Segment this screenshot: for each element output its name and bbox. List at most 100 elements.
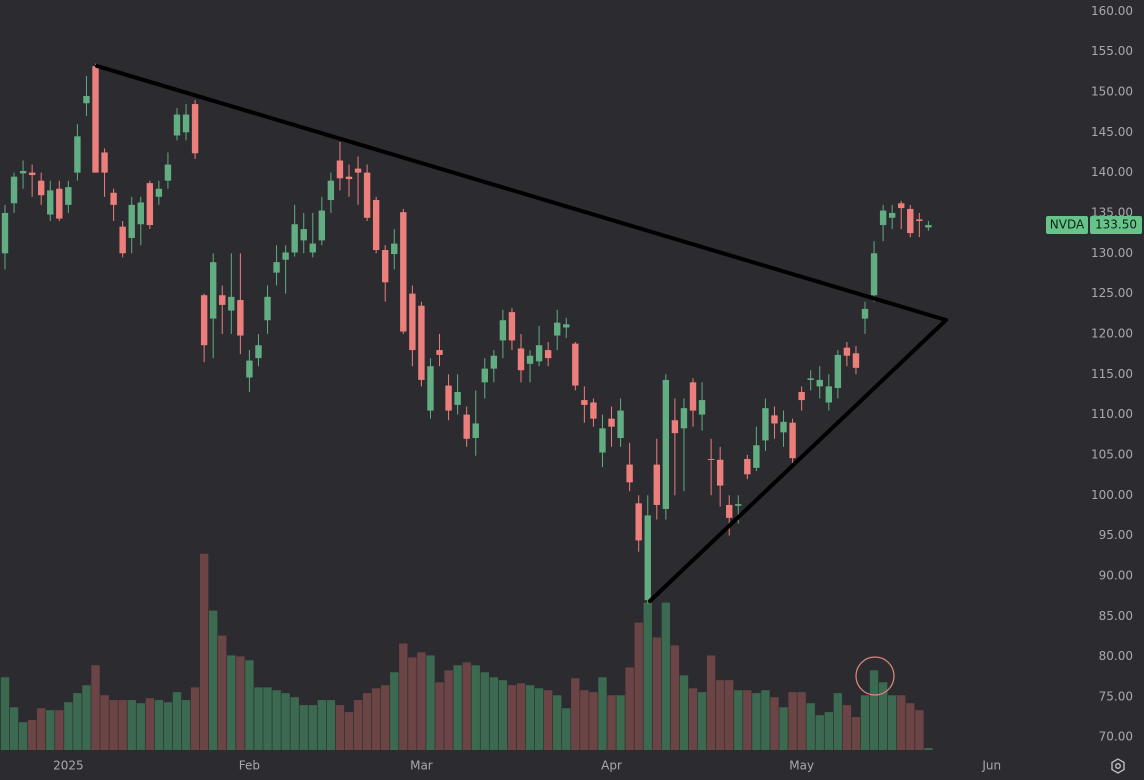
candle-body (726, 504, 733, 518)
candle-body (65, 187, 72, 205)
candle-body (780, 421, 787, 433)
volume-bar (208, 610, 218, 750)
volume-bar (136, 703, 145, 750)
candle-body (925, 225, 932, 228)
volume-bar (344, 712, 354, 750)
candle-body (354, 168, 362, 173)
volume-bar (697, 692, 707, 750)
candle-body (282, 252, 289, 260)
volume-bar (842, 705, 852, 750)
candle-body (870, 253, 878, 296)
y-tick-label: 80.00 (1099, 649, 1133, 663)
volume-bar (924, 748, 933, 750)
trendline (95, 64, 948, 322)
volume-bar (299, 705, 308, 750)
candle-body (119, 226, 126, 254)
y-tick-label: 140.00 (1091, 165, 1133, 179)
volume-bar (371, 688, 381, 750)
candle-body (771, 415, 778, 424)
volume-bar (516, 683, 526, 750)
volume-bar (127, 700, 136, 750)
volume-bar (607, 695, 616, 750)
volume-bar (869, 670, 879, 750)
volume-bar (326, 700, 336, 750)
volume-bar (91, 665, 100, 750)
candle-body (544, 350, 552, 359)
volume-bar (634, 622, 643, 750)
volume-bar (362, 693, 372, 750)
candle-body (617, 410, 624, 438)
candle-body (336, 160, 344, 179)
y-tick-label: 70.00 (1099, 730, 1133, 744)
volume-bar (498, 680, 508, 750)
volume-bar (82, 685, 91, 750)
price-marker-box (1090, 216, 1142, 235)
volume-bar (254, 687, 263, 750)
volume-bar (887, 695, 897, 750)
candle-body (382, 250, 389, 283)
settings-dot[interactable] (1115, 763, 1121, 769)
candle-body (517, 348, 525, 371)
candle-body (436, 350, 443, 355)
y-tick-label: 75.00 (1099, 689, 1133, 703)
candle-body (907, 208, 914, 234)
candle-body (228, 296, 235, 311)
candle-body (300, 229, 307, 241)
volume-bar (181, 700, 191, 750)
settings-icon[interactable] (1111, 758, 1125, 774)
y-tick-label: 150.00 (1091, 84, 1133, 98)
volume-bar (417, 652, 426, 750)
volume-bar (199, 553, 209, 750)
candle-body (255, 345, 262, 359)
candle-body (563, 324, 570, 328)
volume-bar (897, 695, 906, 750)
volume-bar (236, 656, 245, 750)
candle-body (698, 400, 706, 415)
volume-bar (118, 700, 127, 750)
candle-body (762, 408, 769, 441)
volume-bar (390, 672, 399, 750)
volume-bar (571, 678, 580, 750)
candle-body (219, 295, 226, 305)
volume-bar (55, 710, 64, 750)
y-tick-label: 160.00 (1091, 4, 1133, 18)
y-tick-label: 130.00 (1091, 246, 1133, 260)
volume-bar (154, 700, 164, 750)
price-marker-label: 133.50 (1095, 218, 1137, 232)
volume-bar (670, 645, 680, 750)
volume-bar (426, 655, 435, 750)
y-tick-label: 85.00 (1099, 609, 1133, 623)
candle-body (92, 66, 99, 173)
candle-body (137, 202, 144, 225)
volume-bar (761, 690, 770, 750)
volume-bar (172, 692, 182, 750)
volume-bar (715, 680, 725, 750)
candle-body (445, 385, 452, 411)
volume-bar (444, 670, 453, 750)
settings-hexagon[interactable] (1111, 758, 1125, 774)
candle-body (798, 392, 805, 401)
candle-body (146, 183, 154, 226)
volume-bar (878, 682, 888, 750)
candle-body (653, 464, 660, 505)
candle-body (391, 243, 398, 255)
volume-bar (190, 687, 200, 750)
y-tick-label: 90.00 (1099, 568, 1133, 582)
volume-bar (507, 685, 517, 750)
candle-body (291, 224, 298, 253)
candle-body (472, 423, 479, 438)
y-tick-label: 100.00 (1091, 488, 1133, 502)
x-tick-label: Feb (239, 759, 260, 773)
volume-bar (353, 700, 363, 750)
candle-body (554, 322, 561, 336)
volume-bar (308, 705, 317, 750)
candle-body (200, 295, 208, 346)
volume-bar (453, 665, 462, 750)
volume-bar (335, 705, 345, 750)
candle-body (83, 95, 90, 104)
volume-bar (734, 690, 743, 750)
candle-body (246, 360, 253, 378)
volume-bar (815, 715, 824, 750)
